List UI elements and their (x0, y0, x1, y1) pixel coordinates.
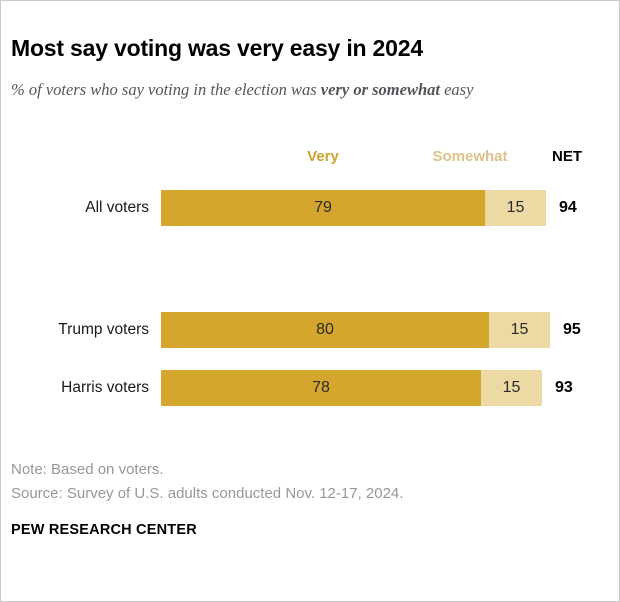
very-value-label: 80 (316, 320, 334, 338)
somewhat-value-label: 15 (510, 320, 529, 338)
somewhat-value-label: 15 (506, 198, 525, 216)
very-bar-segment: 78 (161, 369, 481, 406)
net-value-label: 95 (563, 320, 581, 338)
stacked-bar: 80 15 (161, 311, 550, 348)
bar-row-harris-voters: Harris voters 78 15 93 (11, 369, 609, 406)
bar-row-trump-voters: Trump voters 80 15 95 (11, 311, 609, 348)
subtitle-prefix: % of voters who say voting in the electi… (11, 80, 321, 99)
bar-chart: All voters 79 15 94 Trump voters 80 15 9… (11, 189, 609, 406)
very-bar-segment: 80 (161, 311, 489, 348)
net-value-label: 93 (555, 378, 573, 396)
chart-card: Most say voting was very easy in 2024 % … (1, 1, 619, 538)
subtitle-bold: very or somewhat (320, 80, 440, 99)
row-label: Trump voters (58, 320, 149, 338)
somewhat-bar-segment: 15 (481, 369, 542, 406)
very-value-label: 79 (314, 198, 332, 216)
very-value-label: 78 (312, 378, 330, 396)
footer-brand: PEW RESEARCH CENTER (11, 522, 197, 539)
net-value-label: 94 (559, 198, 577, 216)
note-text: Note: Based on voters. (11, 460, 164, 478)
stacked-bar: 79 15 (161, 189, 546, 226)
column-header-net: NET (552, 147, 582, 165)
column-headers: Very Somewhat NET (11, 148, 609, 166)
bar-row-all-voters: All voters 79 15 94 (11, 189, 609, 226)
column-header-somewhat: Somewhat (432, 147, 508, 165)
chart-title: Most say voting was very easy in 2024 (11, 35, 423, 61)
stacked-bar: 78 15 (161, 369, 542, 406)
very-bar-segment: 79 (161, 189, 485, 226)
subtitle-suffix: easy (439, 80, 474, 99)
row-label: Harris voters (61, 378, 149, 396)
column-header-very: Very (307, 147, 339, 165)
chart-subtitle: % of voters who say voting in the electi… (11, 78, 491, 102)
row-label: All voters (85, 198, 149, 216)
somewhat-bar-segment: 15 (485, 189, 546, 226)
somewhat-value-label: 15 (502, 378, 521, 396)
somewhat-bar-segment: 15 (489, 311, 550, 348)
source-text: Source: Survey of U.S. adults conducted … (11, 485, 404, 503)
